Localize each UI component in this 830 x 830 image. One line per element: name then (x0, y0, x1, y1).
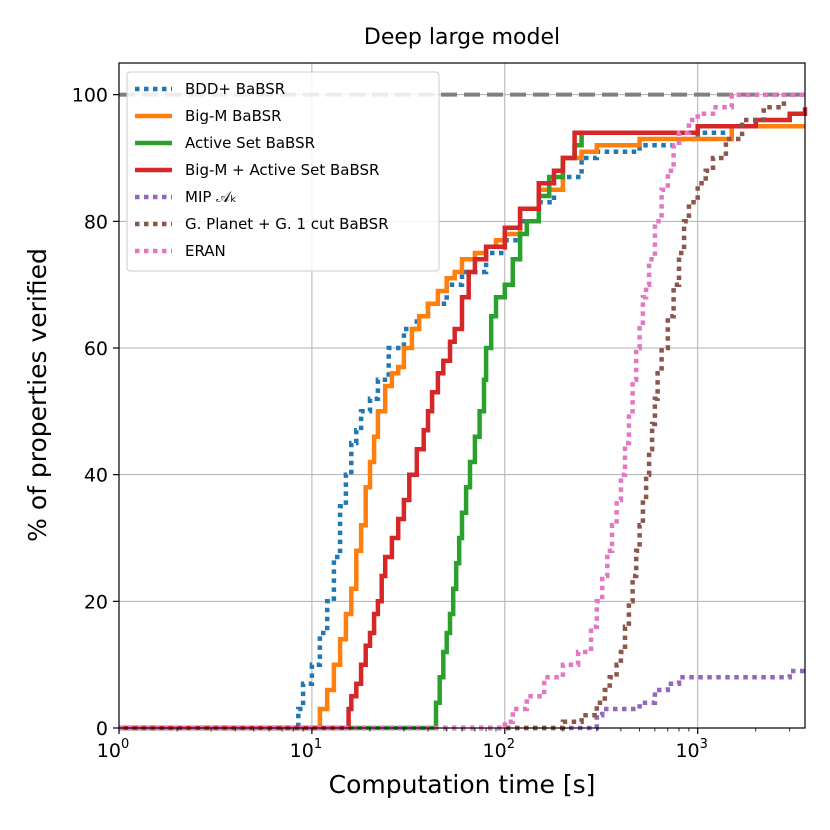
x-tick-label: 102 (483, 737, 515, 762)
legend-label-1: Big-M BaBSR (185, 107, 282, 125)
y-tick-label: 100 (72, 85, 108, 107)
legend-label-6: ERAN (185, 242, 226, 260)
y-tick-label: 0 (96, 718, 108, 740)
legend-label-4: MIP 𝒜ₖ (185, 188, 237, 206)
legend-label-2: Active Set BaBSR (185, 134, 315, 152)
legend-box (126, 71, 440, 272)
legend: BDD+ BaBSR Big-M BaBSR Active Set BaBSR Big… (126, 71, 440, 272)
series-line-4 (119, 668, 805, 731)
y-tick-label: 20 (84, 591, 108, 613)
series-line-6 (119, 92, 805, 731)
axis-ticks: 100 101 102 103 0 20 40 60 80 100 (72, 85, 791, 762)
legend-label-0: BDD+ BaBSR (185, 80, 285, 98)
x-axis-label: Computation time [s] (329, 770, 596, 799)
x-tick-label: 103 (675, 737, 707, 762)
series-line-3 (119, 107, 808, 731)
series-line-1 (119, 124, 805, 731)
y-tick-label: 60 (84, 338, 108, 360)
x-tick-label: 101 (290, 737, 322, 762)
legend-label-5: G. Planet + G. 1 cut BaBSR (185, 215, 389, 233)
chart-title: Deep large model (364, 25, 560, 50)
y-axis-label: % of properties verified (23, 248, 52, 542)
y-tick-label: 40 (84, 465, 108, 487)
y-tick-label: 80 (84, 211, 108, 233)
series-layer (119, 92, 808, 731)
legend-label-3: Big-M + Active Set BaBSR (185, 161, 379, 179)
series-line-5 (119, 92, 805, 731)
x-tick-label: 100 (97, 737, 129, 762)
